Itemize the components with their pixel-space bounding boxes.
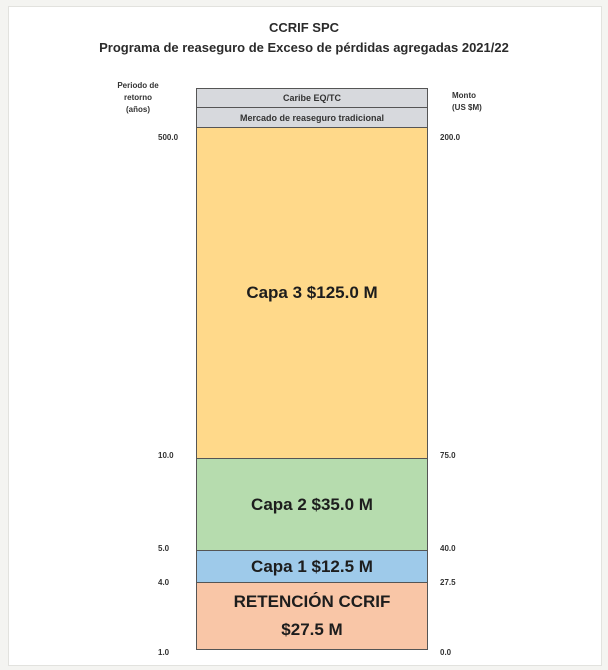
amount-label: 75.0	[440, 451, 456, 460]
right-axis-title-line: Monto	[452, 91, 476, 100]
return-period-label: 500.0	[158, 133, 179, 142]
header-mercado-label: Mercado de reaseguro tradicional	[239, 112, 385, 123]
layer-retencion-label: RETENCIÓN CCRIF	[233, 592, 391, 611]
left-axis-title-line: retorno	[124, 93, 152, 102]
amount-label: 200.0	[440, 133, 461, 142]
amount-label: 40.0	[440, 544, 456, 553]
right-axis-title: Monto (US $M)	[452, 90, 512, 114]
left-axis-title-line: (años)	[126, 105, 150, 114]
left-axis-title-line: Periodo de	[117, 81, 159, 90]
layer-retencion-amount: $27.5 M	[281, 620, 343, 639]
layer-capa-1: Capa 1 $12.5 M	[196, 550, 428, 583]
chart-title: CCRIF SPC	[268, 20, 340, 35]
right-axis-title-line: (US $M)	[452, 103, 482, 112]
layer-capa-2: Capa 2 $35.0 M	[196, 458, 428, 551]
layer-capa-2-label: Capa 2 $35.0 M	[251, 494, 373, 514]
header-caribe: Caribe EQ/TC	[196, 88, 428, 108]
left-axis-title: Periodo de retorno (años)	[100, 80, 176, 116]
layer-capa-1-label: Capa 1 $12.5 M	[251, 556, 373, 576]
return-period-label: 10.0	[158, 451, 174, 460]
layer-capa-3-label: Capa 3 $125.0 M	[246, 283, 378, 302]
amount-label: 27.5	[440, 578, 456, 587]
header-caribe-label: Caribe EQ/TC	[282, 93, 341, 103]
chart-subtitle: Programa de reaseguro de Exceso de pérdi…	[99, 40, 509, 55]
header-mercado: Mercado de reaseguro tradicional	[196, 108, 428, 128]
layer-capa-3: Capa 3 $125.0 M	[196, 128, 428, 459]
layer-retencion: RETENCIÓN CCRIF $27.5 M	[196, 582, 428, 650]
return-period-label: 4.0	[158, 578, 170, 587]
amount-label: 0.0	[440, 648, 452, 657]
return-period-label: 1.0	[158, 648, 170, 657]
return-period-label: 5.0	[158, 544, 170, 553]
